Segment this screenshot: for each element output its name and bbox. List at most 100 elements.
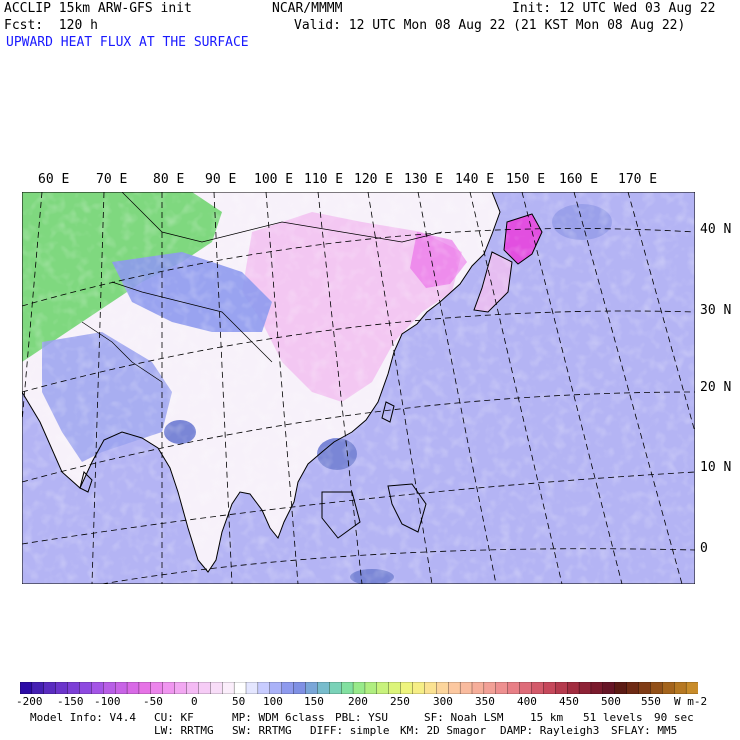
colorbar-tick: -150: [57, 695, 84, 708]
lon-label: 130 E: [404, 172, 444, 187]
colorbar-swatch: [519, 682, 533, 694]
lat-label: 30 N: [700, 303, 732, 318]
colorbar-swatch: [567, 682, 580, 694]
colorbar-swatch: [222, 682, 235, 694]
graticule: [22, 192, 695, 584]
model-info-sf: SF: Noah LSM: [424, 711, 504, 724]
colorbar-swatch: [555, 682, 568, 694]
speckle-texture: [22, 192, 695, 584]
colorbar-swatch: [495, 682, 509, 694]
lon-label: 70 E: [96, 172, 128, 187]
colorbar-swatch: [471, 682, 485, 694]
colorbar-swatch: [388, 682, 402, 694]
colorbar-swatch: [174, 682, 188, 694]
colorbar-tick: 100: [263, 695, 283, 708]
colorbar-tick: 300: [433, 695, 453, 708]
colorbar-swatch: [126, 682, 140, 694]
colorbar-swatch: [626, 682, 640, 694]
model-info-cu: CU: KF: [154, 711, 194, 724]
colorbar-swatch: [483, 682, 497, 694]
colorbar-swatch: [448, 682, 461, 694]
model-info-km: KM: 2D Smagor: [400, 724, 487, 737]
colorbar-tick: 0: [191, 695, 198, 708]
model-info-version: Model Info: V4.4: [30, 711, 136, 724]
colorbar-swatch: [329, 682, 342, 694]
colorbar-swatch: [650, 682, 663, 694]
colorbar-swatch: [103, 682, 116, 694]
colorbar-swatch: [364, 682, 378, 694]
model-info-resolution: 15 km: [530, 711, 564, 724]
colorbar-swatch: [281, 682, 295, 694]
colorbar-swatch: [400, 682, 414, 694]
colorbar-swatch: [31, 682, 45, 694]
lon-label: 140 E: [455, 172, 495, 187]
colorbar-swatch: [186, 682, 200, 694]
lon-label: 170 E: [618, 172, 658, 187]
valid-time: Valid: 12 UTC Mon 08 Aug 22 (21 KST Mon …: [294, 18, 686, 33]
colorbar-swatch: [20, 682, 33, 694]
lat-label: 20 N: [700, 380, 732, 395]
colorbar-tick: 250: [390, 695, 410, 708]
forecast-hour: Fcst: 120 h: [4, 18, 98, 33]
colorbar-swatch: [674, 682, 687, 694]
colorbar-tick: -100: [94, 695, 121, 708]
model-info-lw: LW: RRTMG: [154, 724, 214, 737]
org-label: NCAR/MMMM: [272, 1, 343, 16]
colorbar-swatch: [614, 682, 628, 694]
colorbar-swatch: [531, 682, 545, 694]
colorbar-swatch: [685, 682, 698, 694]
model-info-mp: MP: WDM 6class: [232, 711, 325, 724]
colorbar-swatch: [352, 682, 366, 694]
lon-label: 160 E: [559, 172, 599, 187]
lon-label: 90 E: [205, 172, 237, 187]
country-borders: [81, 192, 443, 383]
field-title: UPWARD HEAT FLUX AT THE SURFACE: [6, 35, 249, 50]
lat-label: 0: [700, 541, 708, 556]
colorbar-swatch: [376, 682, 390, 694]
colorbar-swatch: [55, 682, 69, 694]
model-info-timestep: 90 sec: [654, 711, 694, 724]
model-title: ACCLIP 15km ARW-GFS init: [4, 1, 192, 16]
colorbar-unit: W m-2: [674, 695, 708, 708]
colorbar-swatch: [257, 682, 271, 694]
lon-label: 60 E: [38, 172, 70, 187]
colorbar-swatch: [150, 682, 164, 694]
colorbar-swatch: [638, 682, 652, 694]
colorbar-tick: 200: [348, 695, 368, 708]
lat-label: 40 N: [700, 222, 732, 237]
colorbar-swatch: [115, 682, 128, 694]
colorbar-tick: 450: [559, 695, 579, 708]
colorbar-tick: 350: [475, 695, 495, 708]
colorbar-tick: 500: [601, 695, 621, 708]
heat-flux-map: [22, 192, 695, 584]
lat-label: 10 N: [700, 460, 732, 475]
model-info-levels: 51 levels: [583, 711, 643, 724]
colorbar-swatch: [233, 682, 247, 694]
colorbar-swatch: [210, 682, 223, 694]
colorbar-swatch: [43, 682, 57, 694]
colorbar-swatch: [412, 682, 426, 694]
colorbar-swatch: [424, 682, 437, 694]
colorbar-swatch: [79, 682, 93, 694]
colorbar-swatch: [317, 682, 330, 694]
colorbar-swatch: [602, 682, 616, 694]
colorbar-swatch: [459, 682, 473, 694]
lon-label: 80 E: [153, 172, 185, 187]
colorbar-tick: -200: [16, 695, 43, 708]
colorbar: [20, 682, 698, 694]
colorbar-swatch: [436, 682, 449, 694]
init-time: Init: 12 UTC Wed 03 Aug 22: [512, 1, 716, 16]
model-info-pbl: PBL: YSU: [335, 711, 388, 724]
colorbar-swatch: [91, 682, 104, 694]
colorbar-swatch: [138, 682, 152, 694]
colorbar-swatch: [245, 682, 259, 694]
lon-label: 150 E: [506, 172, 546, 187]
model-info-sw: SW: RRTMG: [232, 724, 292, 737]
lon-label: 120 E: [354, 172, 394, 187]
colorbar-tick: -50: [143, 695, 163, 708]
colorbar-swatch: [578, 682, 592, 694]
coastlines: [22, 192, 543, 573]
colorbar-tick: 400: [517, 695, 537, 708]
model-info-sflay: SFLAY: MM5: [611, 724, 678, 737]
colorbar-swatch: [543, 682, 556, 694]
